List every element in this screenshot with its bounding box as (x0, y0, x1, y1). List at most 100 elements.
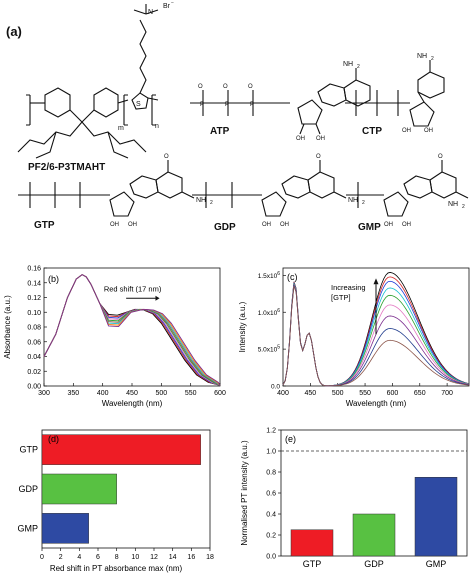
atp-nh2: NH (343, 61, 353, 68)
y-tick-label: 0.16 (27, 266, 41, 273)
x-tick-label: 0 (40, 554, 44, 561)
x-tick-label: 8 (115, 554, 119, 561)
atp-name: ATP (210, 126, 230, 137)
x-tick-label: 300 (38, 390, 50, 397)
red-shift-arrowhead (155, 295, 160, 301)
y-axis-label: Intensity (a.u.) (238, 301, 247, 352)
x-tick-label: 2 (59, 554, 63, 561)
svg-text:O: O (198, 84, 203, 90)
svg-text:P: P (250, 102, 254, 108)
gmp-structure (346, 160, 469, 217)
svg-text:OH: OH (402, 222, 411, 228)
x-tick-label: 500 (332, 390, 344, 397)
ammonium-n: N (148, 9, 153, 16)
panel-a-label: (a) (6, 24, 22, 39)
svg-text:O: O (316, 154, 321, 160)
y-tick-label: 0.4 (266, 512, 276, 519)
ctp-structure (345, 60, 445, 127)
polymer-structure (17, 4, 159, 159)
ctp-nh2: NH (417, 53, 427, 60)
chart-b-absorbance: 300 350 400 450 500 550 600 0.00 0.02 0.04 0.06 0.0… (3, 266, 226, 409)
y-tick-label: 1.0 (266, 449, 276, 456)
svg-text:P: P (225, 102, 229, 108)
thiophene-s: S (136, 101, 141, 108)
x-tick-label: 350 (67, 390, 79, 397)
x-tick-label: 10 (131, 554, 139, 561)
y-axis-label: Normalised PT intensity (a.u.) (240, 440, 249, 546)
gdp-nh2: NH (348, 197, 358, 204)
bromide-label: Br (163, 3, 171, 10)
y-tick-label: 0.00 (27, 384, 41, 391)
gdp-nh2-sub: 2 (362, 200, 365, 206)
svg-text:OH: OH (280, 222, 289, 228)
x-axis-label: Wavelength (nm) (102, 399, 163, 408)
x-tick-label: 450 (305, 390, 317, 397)
svg-text:O: O (438, 154, 443, 160)
y-tick-label: 0.6 (266, 491, 276, 498)
y-tick-label: 0.8 (266, 470, 276, 477)
bar-gdp (352, 513, 396, 557)
y-tick-label: 0.10 (27, 310, 41, 317)
chart-c-intensity: 400 450 500 550 600 650 700 0.0 5.0x105 1.0x106 1.… (238, 267, 470, 408)
x-tick-label: 18 (206, 554, 214, 561)
svg-text:OH: OH (110, 222, 119, 228)
svg-text:OH: OH (424, 128, 433, 134)
x-tick-label: 600 (387, 390, 399, 397)
svg-text:O: O (248, 84, 253, 90)
polymer-name: PF2/6-P3TMAHT (28, 162, 106, 173)
bar-gdp (41, 473, 117, 505)
x-tick-label: 400 (277, 390, 289, 397)
category-label: GTP (303, 559, 322, 569)
y-tick-label: 0.14 (27, 280, 41, 287)
intensity-series-line (282, 285, 470, 387)
category-label: GDP (18, 484, 38, 494)
polymer-sub-m: m (118, 125, 124, 132)
atp-nh2-sub: 2 (357, 64, 360, 70)
x-tick-label: 14 (169, 554, 177, 561)
chart-d-redshift: GTP GDP GMP 0 2 4 6 8 10 12 14 16 18 Red shift in PT … (17, 429, 214, 573)
bar-gtp (290, 529, 334, 557)
ctp-nh2-sub: 2 (431, 56, 434, 62)
y-tick-label: 0.08 (27, 325, 41, 332)
panel-b-label: (b) (48, 274, 59, 284)
svg-text:OH: OH (262, 222, 271, 228)
gmp-nh2-sub: 2 (462, 204, 465, 210)
x-tick-label: 550 (359, 390, 371, 397)
y-tick-label: 0.12 (27, 295, 41, 302)
x-tick-label: 600 (214, 390, 226, 397)
bar-gmp (41, 513, 89, 544)
y-tick-label: 1.2 (266, 428, 276, 435)
svg-text:OH: OH (296, 136, 305, 142)
svg-text:P: P (200, 102, 204, 108)
plot-frame (282, 267, 470, 387)
y-tick-label: 0.06 (27, 339, 41, 346)
x-tick-label: 650 (414, 390, 426, 397)
polymer-sub-n: n (155, 123, 159, 130)
panel-d-label: (d) (48, 434, 59, 444)
increasing-arrowhead (373, 278, 379, 285)
svg-text:OH: OH (128, 222, 137, 228)
x-tick-label: 4 (77, 554, 81, 561)
chemical-structures: N Br − S m n NH 2 NH 2 NH 2 NH 2 NH 2 O P… (17, 0, 469, 228)
x-tick-label: 500 (155, 390, 167, 397)
category-label: GTP (19, 445, 38, 455)
svg-text:OH: OH (402, 128, 411, 134)
y-tick-label: 1.0x106 (258, 308, 281, 317)
x-axis-label: Wavelength (nm) (346, 399, 407, 408)
gtp-nh2: NH (196, 197, 206, 204)
x-tick-label: 700 (441, 390, 453, 397)
chart-e-normalised: 0.0 0.2 0.4 0.6 0.8 1.0 1.2 GTP GDP GMP Normalised… (240, 428, 468, 569)
x-tick-label: 550 (185, 390, 197, 397)
ctp-name: CTP (362, 126, 382, 137)
y-tick-label: 0.0 (271, 384, 280, 391)
gmp-nh2: NH (448, 201, 458, 208)
category-label: GMP (426, 559, 447, 569)
svg-text:O: O (164, 154, 169, 160)
svg-text:O: O (223, 84, 228, 90)
y-tick-label: 0.2 (266, 533, 276, 540)
svg-text:OH: OH (316, 136, 325, 142)
atp-structure (190, 68, 371, 135)
svg-text:OH: OH (384, 222, 393, 228)
y-axis-label: Absorbance (a.u.) (3, 295, 12, 359)
panel-c-label: (c) (287, 272, 298, 282)
